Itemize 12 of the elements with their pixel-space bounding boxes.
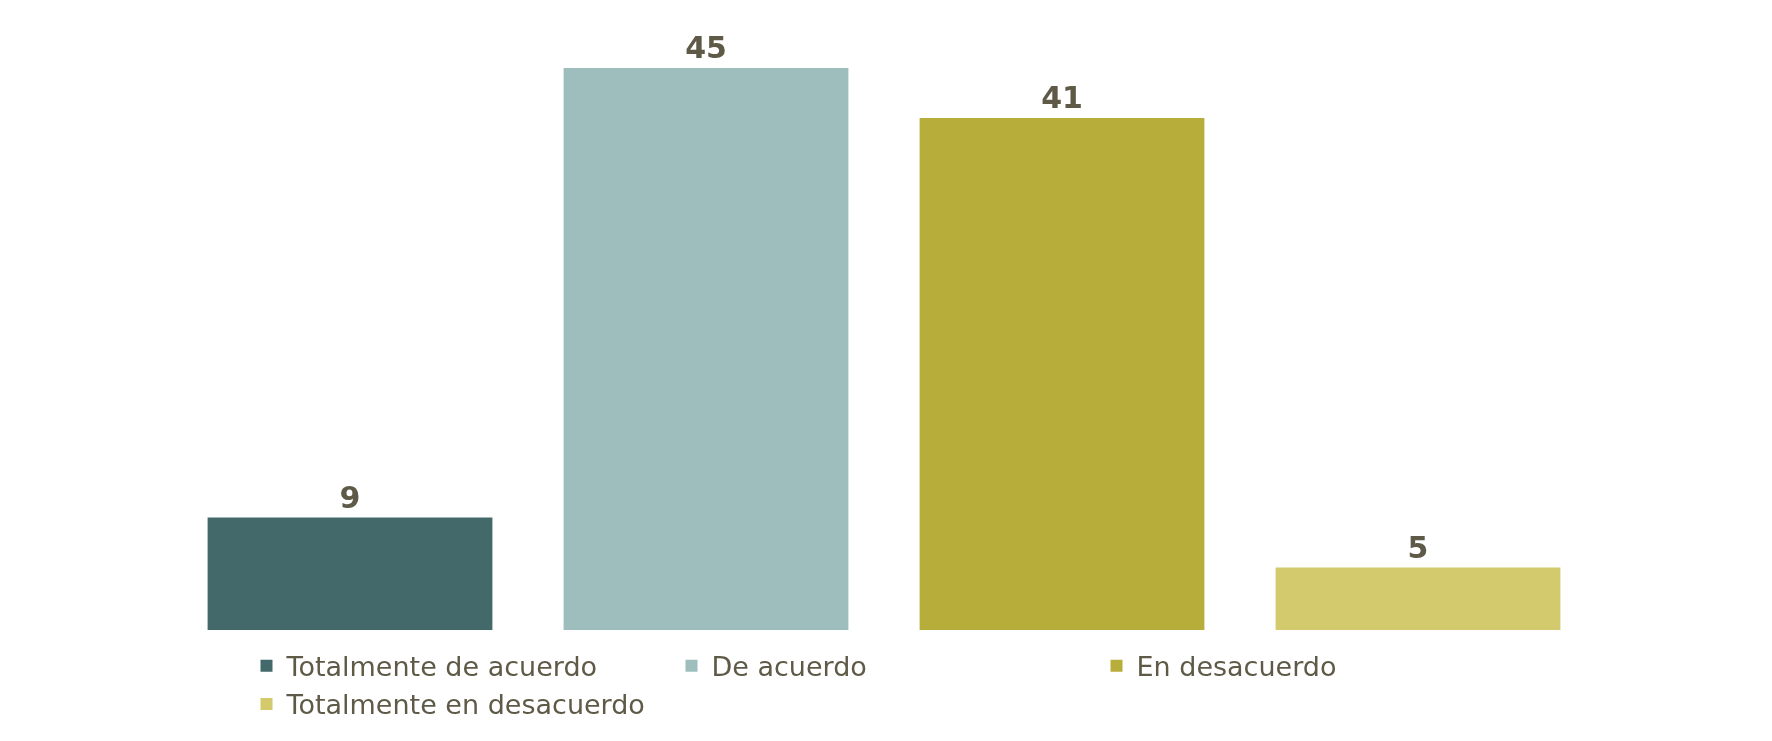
legend-label: Totalmente en desacuerdo: [285, 689, 645, 721]
legend-label: En desacuerdo: [1136, 651, 1337, 683]
data-label: 5: [1407, 529, 1429, 565]
data-label: 9: [339, 479, 361, 515]
bar: [919, 117, 1205, 630]
data-label: 45: [685, 29, 727, 65]
bar: [1275, 567, 1561, 630]
bar: [207, 517, 493, 630]
data-label: 41: [1041, 79, 1083, 115]
bar: [563, 67, 849, 630]
legend-label: Totalmente de acuerdo: [285, 651, 598, 683]
legend-label: De acuerdo: [711, 651, 867, 683]
